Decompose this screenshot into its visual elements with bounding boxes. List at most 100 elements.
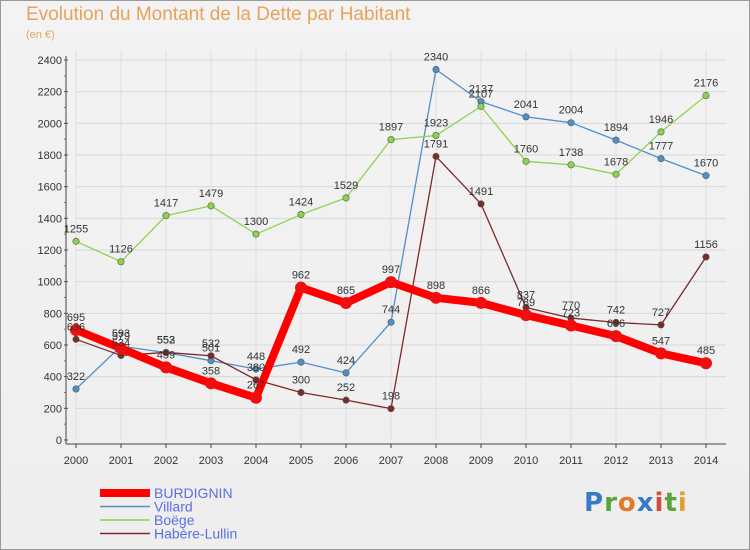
y-tick-label: 2200 [38,87,62,99]
data-label: 459 [157,349,175,361]
series-bo-ge [72,91,710,266]
data-point [520,309,532,322]
x-tick-label: 2002 [154,455,178,467]
data-point [612,136,620,144]
axes: 0 200 400 600 800 1000 1200 1400 1600 1800 2000 220… [38,55,726,467]
x-tick-label: 2003 [199,455,223,467]
data-point [72,335,80,343]
data-point [612,319,620,327]
x-tick-label: 2013 [649,455,673,467]
logo-letter: t [664,488,678,518]
data-point [115,342,127,355]
data-point [342,396,350,404]
x-tick-label: 2006 [334,455,358,467]
data-point [567,161,575,169]
y-tick-label: 1800 [38,150,62,162]
data-point [387,318,395,326]
y-tick-label: 1200 [38,245,62,257]
data-point [295,281,307,294]
proxiti-logo: Proxiti [584,488,688,518]
x-tick-label: 2005 [289,455,313,467]
data-point [205,377,217,390]
data-point [70,323,82,336]
data-point [342,369,350,377]
series-hab-re-lullin [72,152,710,413]
data-label: 593 [112,328,130,340]
data-label: 267 [247,380,265,392]
data-label: 485 [697,345,715,357]
data-point [342,194,350,202]
data-label: 1923 [424,118,448,130]
data-label: 1529 [334,180,358,192]
data-label: 380 [247,362,265,374]
data-label: 636 [67,321,85,333]
x-tick-label: 2001 [109,455,133,467]
data-point [250,391,262,404]
data-point [610,330,622,343]
data-label: 579 [112,330,130,342]
y-tick-label: 600 [44,340,62,352]
x-tick-label: 2007 [379,455,403,467]
data-label: 2137 [469,84,493,96]
data-label: 837 [517,289,535,301]
data-label: 252 [337,382,355,394]
data-point [387,136,395,144]
data-point [657,155,665,163]
data-label: 534 [112,337,130,349]
data-point [160,361,172,374]
data-label: 866 [472,285,490,297]
data-point [477,102,485,110]
legend-label: BURDIGNIN [154,485,233,501]
data-label: 1156 [694,239,718,251]
data-point [297,358,305,366]
data-label: 2176 [694,77,718,89]
x-tick-label: 2008 [424,455,448,467]
y-tick-label: 800 [44,308,62,320]
data-label: 997 [382,264,400,276]
data-point [432,132,440,140]
data-label: 1479 [199,188,223,200]
data-label: 744 [382,304,400,316]
data-label: 789 [517,297,535,309]
grid [75,50,726,440]
data-point [387,405,395,413]
y-tick-label: 2000 [38,118,62,130]
y-tick-label: 200 [44,403,62,415]
x-tick-label: 2000 [64,455,88,467]
y-tick-label: 1600 [38,182,62,194]
chart-unit: (en €) [26,29,55,41]
data-point [252,365,260,373]
data-point [612,170,620,178]
data-label: 1894 [604,122,628,134]
data-label: 656 [607,318,625,330]
data-label: 1417 [154,198,178,210]
data-label: 448 [247,351,265,363]
series-layer [70,66,712,413]
data-point [475,296,487,309]
logo-letter: P [584,488,605,518]
x-tick-label: 2010 [514,455,538,467]
data-label: 742 [607,305,625,317]
y-tick-label: 1400 [38,213,62,225]
data-label: 1897 [379,122,403,134]
data-point [385,276,397,289]
x-tick-label: 2012 [604,455,628,467]
y-tick-label: 0 [56,435,62,447]
data-point [567,119,575,127]
data-point [430,291,442,304]
data-point [207,352,215,360]
data-label: 1491 [469,186,493,198]
data-point [252,230,260,238]
data-point [207,202,215,210]
data-point [702,253,710,261]
legend-label: Boëge [154,512,195,528]
data-label: 532 [202,338,220,350]
data-label: 2041 [514,99,538,111]
data-label: 770 [562,300,580,312]
data-labels: 322 593 552 501 448 492 424 744 2340 2137 2041 2004… [64,52,718,403]
data-label: 1946 [649,114,673,126]
data-label: 553 [157,334,175,346]
data-label: 1300 [244,216,268,228]
data-label: 198 [382,391,400,403]
data-label: 358 [202,365,220,377]
